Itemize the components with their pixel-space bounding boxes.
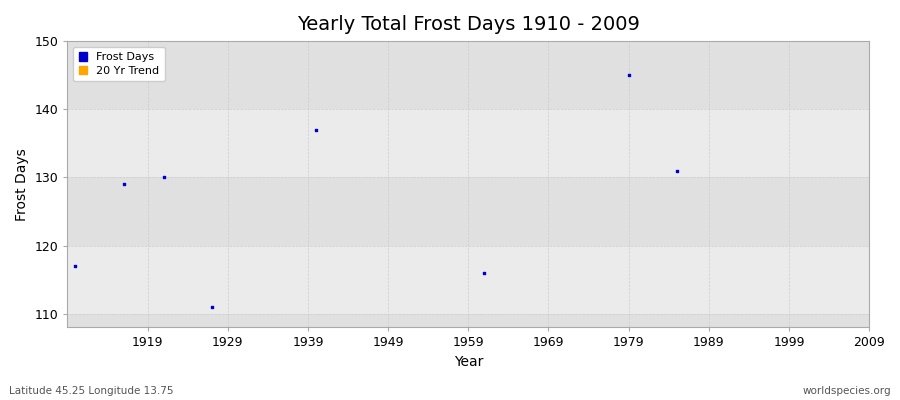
Bar bbox=[68, 41, 869, 109]
Point bbox=[116, 181, 130, 188]
Text: Latitude 45.25 Longitude 13.75: Latitude 45.25 Longitude 13.75 bbox=[9, 386, 174, 396]
Bar bbox=[68, 109, 869, 178]
Bar bbox=[68, 178, 869, 246]
Legend: Frost Days, 20 Yr Trend: Frost Days, 20 Yr Trend bbox=[73, 47, 165, 81]
Point bbox=[621, 72, 635, 78]
Point bbox=[204, 304, 219, 310]
Point bbox=[477, 270, 491, 276]
Point bbox=[309, 126, 323, 133]
Point bbox=[68, 263, 83, 269]
Y-axis label: Frost Days: Frost Days bbox=[15, 148, 29, 221]
Bar bbox=[68, 314, 869, 328]
Point bbox=[670, 168, 684, 174]
Bar bbox=[68, 246, 869, 314]
X-axis label: Year: Year bbox=[454, 355, 483, 369]
Text: worldspecies.org: worldspecies.org bbox=[803, 386, 891, 396]
Title: Yearly Total Frost Days 1910 - 2009: Yearly Total Frost Days 1910 - 2009 bbox=[297, 15, 640, 34]
Point bbox=[157, 174, 171, 181]
